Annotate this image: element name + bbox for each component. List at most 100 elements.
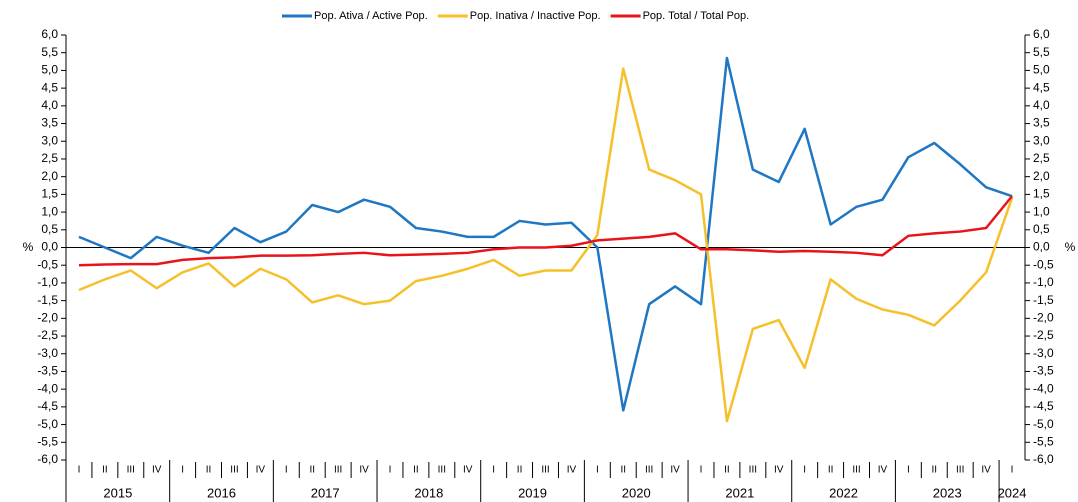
x-tick-label: I [181, 465, 184, 476]
y2-tick-label: -1,5 [1033, 293, 1054, 307]
x-tick-label: III [541, 465, 549, 476]
x-tick-label: IV [359, 465, 369, 476]
y2-tick-label: 2,0 [1033, 169, 1050, 183]
y2-tick-label: 3,0 [1033, 133, 1050, 147]
x-tick-label: II [206, 465, 212, 476]
x-tick-label: III [127, 465, 135, 476]
x-tick-label: II [620, 465, 626, 476]
y2-tick-label: -4,0 [1033, 381, 1054, 395]
y2-tick-label: 5,0 [1033, 63, 1050, 77]
y2-tick-label: 5,5 [1033, 45, 1050, 59]
y2-tick-label: -3,0 [1033, 346, 1054, 360]
year-label: 2018 [414, 485, 443, 500]
year-label: 2015 [103, 485, 132, 500]
x-tick-label: II [517, 465, 523, 476]
y-tick-label: -3,5 [37, 364, 58, 378]
y-tick-label: -3,0 [37, 346, 58, 360]
y-tick-label: 2,5 [41, 151, 58, 165]
y-tick-label: -1,0 [37, 275, 58, 289]
y-tick-label: -5,5 [37, 434, 58, 448]
x-tick-label: II [413, 465, 419, 476]
x-tick-label: IV [463, 465, 473, 476]
x-tick-label: IV [981, 465, 991, 476]
x-tick-label: I [389, 465, 392, 476]
legend-label: Pop. Total / Total Pop. [643, 10, 750, 22]
y-tick-label: 3,0 [41, 133, 58, 147]
x-tick-label: IV [774, 465, 784, 476]
y2-tick-label: 0,5 [1033, 222, 1050, 236]
y2-axis-label: % [1065, 240, 1076, 254]
y-tick-label: 6,0 [41, 27, 58, 41]
x-tick-label: I [907, 465, 910, 476]
x-tick-label: III [749, 465, 757, 476]
y-tick-label: -5,0 [37, 417, 58, 431]
y-tick-label: 3,5 [41, 116, 58, 130]
x-tick-label: II [102, 465, 108, 476]
x-tick-label: IV [256, 465, 266, 476]
x-tick-label: IV [152, 465, 162, 476]
y2-tick-label: -2,0 [1033, 311, 1054, 325]
y2-tick-label: 4,0 [1033, 98, 1050, 112]
year-label: 2022 [829, 485, 858, 500]
y2-tick-label: 3,5 [1033, 116, 1050, 130]
x-tick-label: I [700, 465, 703, 476]
y-tick-label: 1,0 [41, 204, 58, 218]
y2-tick-label: 2,5 [1033, 151, 1050, 165]
y2-tick-label: -4,5 [1033, 399, 1054, 413]
x-tick-label: III [334, 465, 342, 476]
x-tick-label: II [828, 465, 834, 476]
y2-tick-label: -6,0 [1033, 452, 1054, 466]
x-tick-label: I [596, 465, 599, 476]
y2-tick-label: 0,0 [1033, 240, 1050, 254]
y-tick-label: 4,5 [41, 80, 58, 94]
y-tick-label: 4,0 [41, 98, 58, 112]
x-tick-label: I [803, 465, 806, 476]
x-tick-label: IV [878, 465, 888, 476]
year-label: 2016 [207, 485, 236, 500]
year-label: 2023 [933, 485, 962, 500]
x-tick-label: I [492, 465, 495, 476]
year-label: 2017 [311, 485, 340, 500]
legend-label: Pop. Ativa / Active Pop. [314, 10, 428, 22]
x-tick-label: II [932, 465, 938, 476]
x-tick-label: II [309, 465, 315, 476]
y-tick-label: -2,0 [37, 311, 58, 325]
y2-tick-label: 1,0 [1033, 204, 1050, 218]
y-tick-label: -6,0 [37, 452, 58, 466]
y2-tick-label: -2,5 [1033, 328, 1054, 342]
y-tick-label: 5,5 [41, 45, 58, 59]
y-tick-label: 1,5 [41, 187, 58, 201]
x-tick-label: IV [670, 465, 680, 476]
y2-tick-label: -5,0 [1033, 417, 1054, 431]
x-tick-label: III [852, 465, 860, 476]
y-tick-label: 5,0 [41, 63, 58, 77]
x-tick-label: I [78, 465, 81, 476]
y-tick-label: 0,0 [41, 240, 58, 254]
x-tick-label: III [645, 465, 653, 476]
x-tick-label: III [956, 465, 964, 476]
legend-label: Pop. Inativa / Inactive Pop. [470, 10, 601, 22]
y2-tick-label: -0,5 [1033, 257, 1054, 271]
series-line [78, 195, 1014, 267]
y-axis-label: % [23, 240, 34, 254]
y2-tick-label: -1,0 [1033, 275, 1054, 289]
year-label: 2020 [622, 485, 651, 500]
y-tick-label: -2,5 [37, 328, 58, 342]
y2-tick-label: 6,0 [1033, 27, 1050, 41]
y2-tick-label: -3,5 [1033, 364, 1054, 378]
year-label: 2024 [998, 485, 1027, 500]
y2-tick-label: 4,5 [1033, 80, 1050, 94]
x-tick-label: III [438, 465, 446, 476]
x-tick-label: III [230, 465, 238, 476]
y-tick-label: -1,5 [37, 293, 58, 307]
year-label: 2019 [518, 485, 547, 500]
x-tick-label: II [724, 465, 730, 476]
y2-tick-label: 1,5 [1033, 187, 1050, 201]
y-tick-label: -4,0 [37, 381, 58, 395]
series-line [78, 56, 1013, 412]
x-tick-label: IV [567, 465, 577, 476]
x-tick-label: I [285, 465, 288, 476]
y2-tick-label: -5,5 [1033, 434, 1054, 448]
year-label: 2021 [725, 485, 754, 500]
